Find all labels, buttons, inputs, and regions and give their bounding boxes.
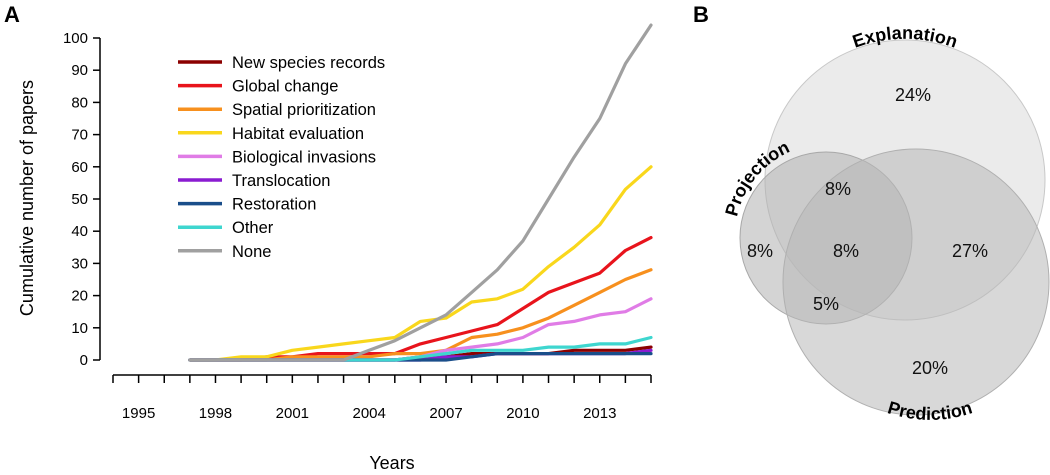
x-tick-label: 1995: [122, 405, 155, 422]
venn-region-prediction-only: 20%: [912, 358, 948, 378]
series-line-none: [188, 23, 653, 362]
y-tick-label: 30: [71, 255, 88, 272]
venn-region-explanation-only: 24%: [895, 85, 931, 105]
legend-label-restoration: Restoration: [232, 196, 316, 214]
venn-region-explanation-projection: 8%: [825, 179, 851, 199]
y-tick-label: 60: [71, 159, 88, 176]
y-tick-label: 40: [71, 223, 88, 240]
venn-circle-prediction: [782, 148, 1050, 416]
legend-label-none: None: [232, 243, 271, 261]
panel-a-legend: New species records Global change Spatial …: [178, 54, 385, 261]
legend-label-global-change: Global change: [232, 78, 338, 96]
x-tick-label: 1998: [199, 405, 232, 422]
panel-a-label: A: [4, 2, 20, 27]
panel-a: A 0 10 20 30 40 50 60 70 80 90 100 1995 1998 2001 2004…: [4, 2, 653, 473]
panel-b: B Explanation Projection Prediction 24% …: [693, 2, 1050, 424]
y-tick-label: 10: [71, 320, 88, 337]
y-tick-label: 20: [71, 288, 88, 305]
y-tick-label: 50: [71, 191, 88, 208]
y-axis-title: Cumulative number of papers: [17, 80, 37, 316]
series-line-habitat-evaluation: [188, 165, 653, 362]
x-tick-label: 2013: [583, 405, 616, 422]
y-tick-label: 80: [71, 94, 88, 111]
legend-label-new-species-records: New species records: [232, 54, 385, 72]
venn-region-all-three: 8%: [833, 241, 859, 261]
x-tick-label: 2007: [429, 405, 462, 422]
y-tick-label: 70: [71, 127, 88, 144]
legend-label-translocation: Translocation: [232, 172, 330, 190]
panel-a-axes: 0 10 20 30 40 50 60 70 80 90 100 1995 1998 2001 2004 20…: [63, 30, 652, 422]
venn-region-projection-only: 8%: [747, 241, 773, 261]
y-tick-label: 0: [80, 352, 88, 369]
x-tick-label: 2010: [506, 405, 539, 422]
y-tick-label: 90: [71, 62, 88, 79]
venn-region-explanation-prediction: 27%: [952, 241, 988, 261]
legend-label-spatial-prioritization: Spatial prioritization: [232, 101, 376, 119]
y-tick-label: 100: [63, 30, 88, 47]
panel-a-series-lines: [188, 23, 653, 362]
legend-label-habitat-evaluation: Habitat evaluation: [232, 125, 364, 143]
x-tick-label: 2001: [276, 405, 309, 422]
venn-region-projection-prediction: 5%: [813, 294, 839, 314]
legend-label-biological-invasions: Biological invasions: [232, 148, 376, 166]
x-tick-label: 2004: [353, 405, 386, 422]
panel-b-label: B: [693, 2, 709, 27]
x-axis-title: Years: [369, 453, 414, 473]
legend-label-other: Other: [232, 219, 274, 237]
